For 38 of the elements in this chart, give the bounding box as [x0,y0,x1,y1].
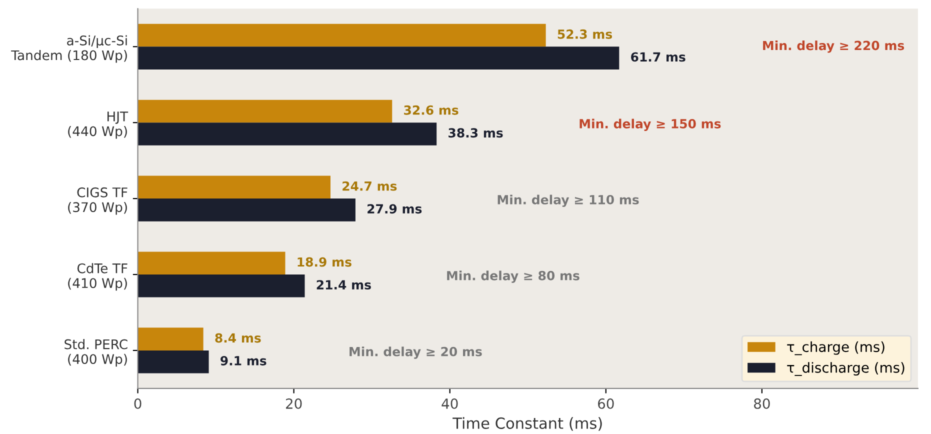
y-tick-label: CIGS TF (370 Wp) [68,187,128,215]
bar [138,176,330,199]
bar [138,24,546,47]
y-tick-label: Std. PERC (400 Wp) [64,339,128,367]
bar [138,198,356,222]
data-label: 18.9 ms [298,257,352,267]
bar [138,274,305,298]
x-tick-label: 40 [442,398,458,409]
bar [138,252,286,275]
data-label: 8.4 ms [215,333,261,343]
bar [138,46,620,70]
data-label: 21.4 ms [316,280,371,290]
annotation: Min. delay ≥ 20 ms [350,346,482,359]
annotation: Min. delay ≥ 110 ms [498,194,639,207]
bar [138,328,204,350]
x-tick-label: 0 [134,398,142,409]
annotation: Min. delay ≥ 220 ms [763,40,904,53]
legend-label: τ_charge (ms) [787,341,884,356]
annotation: Min. delay ≥ 150 ms [580,118,721,131]
x-tick-label: 20 [286,398,302,409]
data-label: 61.7 ms [631,52,686,62]
x-axis-title: Time Constant (ms) [452,417,602,431]
bar [138,122,437,146]
bar [138,100,392,123]
bar [138,350,209,374]
data-label: 52.3 ms [558,29,612,39]
y-tick-label: CdTe TF (410 Wp) [68,263,128,291]
data-label: 27.9 ms [368,204,422,214]
data-label: 24.7 ms [342,181,397,191]
legend-label: τ_discharge (ms) [787,362,904,376]
x-tick-label: 60 [598,398,614,409]
y-tick-label: HJT (440 Wp) [68,112,128,139]
data-label: 38.3 ms [448,128,503,138]
data-label: 32.6 ms [404,105,458,115]
x-tick-label: 80 [754,398,770,409]
annotation: Min. delay ≥ 80 ms [447,270,580,283]
y-tick-label: a-Si/μc-Si Tandem (180 Wp) [11,35,127,63]
data-label: 9.1 ms [220,356,266,366]
